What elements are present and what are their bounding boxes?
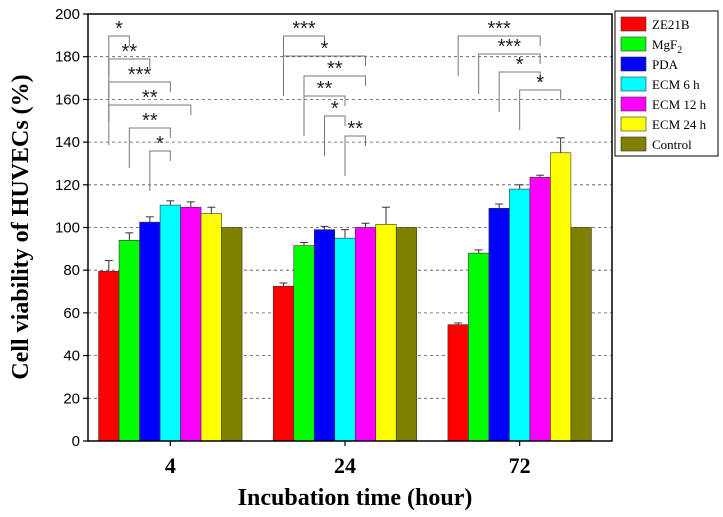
significance-brackets: ****************************** (108, 18, 562, 191)
significance-bracket (498, 71, 541, 112)
legend-swatch (620, 96, 647, 112)
x-tick-label: 4 (165, 453, 176, 478)
significance-label: * (115, 18, 123, 40)
legend-swatch (620, 76, 647, 92)
bar (395, 227, 418, 442)
significance-bracket (108, 81, 171, 122)
significance-label: * (516, 54, 524, 76)
significance-bracket (128, 127, 171, 168)
legend-label: Control (652, 137, 692, 152)
significance-bracket (478, 53, 541, 94)
significance-bracket (283, 55, 366, 96)
significance-label: ** (317, 78, 333, 100)
y-tick-label: 120 (55, 177, 80, 194)
significance-label: *** (487, 18, 511, 40)
y-tick-label: 20 (63, 390, 80, 407)
y-tick-label: 40 (63, 348, 80, 365)
y-tick-label: 160 (55, 91, 80, 108)
y-tick-label: 180 (55, 49, 80, 66)
significance-label: * (156, 133, 164, 155)
bar (313, 229, 336, 442)
significance-label: * (536, 72, 544, 94)
legend-label: ECM 12 h (652, 97, 707, 112)
bar (118, 240, 140, 442)
significance-bracket (303, 95, 346, 136)
x-category-labels: 4 24 72 (165, 441, 531, 478)
bar (354, 227, 377, 442)
significance-bracket (108, 58, 151, 99)
legend-label: ZE21B (652, 17, 690, 32)
x-tick-label: 24 (334, 453, 356, 478)
bar (139, 221, 161, 442)
significance-bracket (149, 150, 171, 191)
bar (529, 177, 551, 442)
significance-label: ** (122, 41, 138, 63)
bar (550, 152, 572, 442)
significance-label: ** (142, 110, 158, 132)
bar (180, 206, 202, 442)
significance-label: * (321, 38, 329, 60)
bar (509, 188, 531, 442)
y-tick-label: 200 (55, 6, 80, 23)
legend-swatch (620, 16, 647, 32)
significance-bracket (108, 104, 192, 145)
significance-bracket (108, 35, 130, 76)
significance-label: ** (347, 118, 363, 140)
bar (468, 252, 490, 442)
bar (375, 223, 397, 442)
bar (159, 204, 181, 442)
y-axis-title: Cell viability of HUVECs (%) (8, 74, 34, 379)
bar (334, 237, 356, 442)
significance-label: *** (498, 36, 522, 58)
x-tick-label: 72 (509, 453, 531, 478)
significance-bracket (519, 89, 562, 130)
legend-swatch (620, 56, 647, 72)
legend-label: MgF2 (652, 37, 682, 56)
significance-label: *** (128, 64, 152, 86)
y-tick-label: 0 (72, 433, 80, 450)
bar (98, 270, 120, 442)
legend-label: PDA (652, 57, 679, 72)
bar (200, 213, 222, 442)
significance-bracket (324, 115, 346, 156)
significance-label: *** (292, 18, 316, 40)
bar (272, 285, 295, 442)
bar (570, 227, 592, 442)
bar (221, 227, 243, 442)
y-tick-label: 100 (55, 220, 80, 237)
legend-label: ECM 24 h (652, 117, 707, 132)
significance-label: ** (327, 58, 343, 80)
legend-swatch (620, 36, 647, 52)
significance-bracket (344, 135, 366, 176)
legend-swatch (620, 116, 647, 132)
y-tick-label: 60 (63, 305, 80, 322)
y-tick-labels: 0 20 40 60 80 100 120 140 160 180 200 (55, 6, 88, 450)
significance-label: ** (142, 87, 158, 109)
bars (98, 137, 592, 442)
legend-label: ECM 6 h (652, 77, 700, 92)
significance-label: * (331, 98, 339, 120)
significance-bracket (457, 35, 541, 76)
bar (447, 324, 469, 442)
y-tick-label: 80 (63, 262, 80, 279)
y-tick-label: 140 (55, 134, 80, 151)
x-axis-title: Incubation time (hour) (238, 485, 473, 511)
bar (293, 245, 315, 442)
legend-swatch (620, 136, 647, 152)
bar (488, 207, 510, 442)
